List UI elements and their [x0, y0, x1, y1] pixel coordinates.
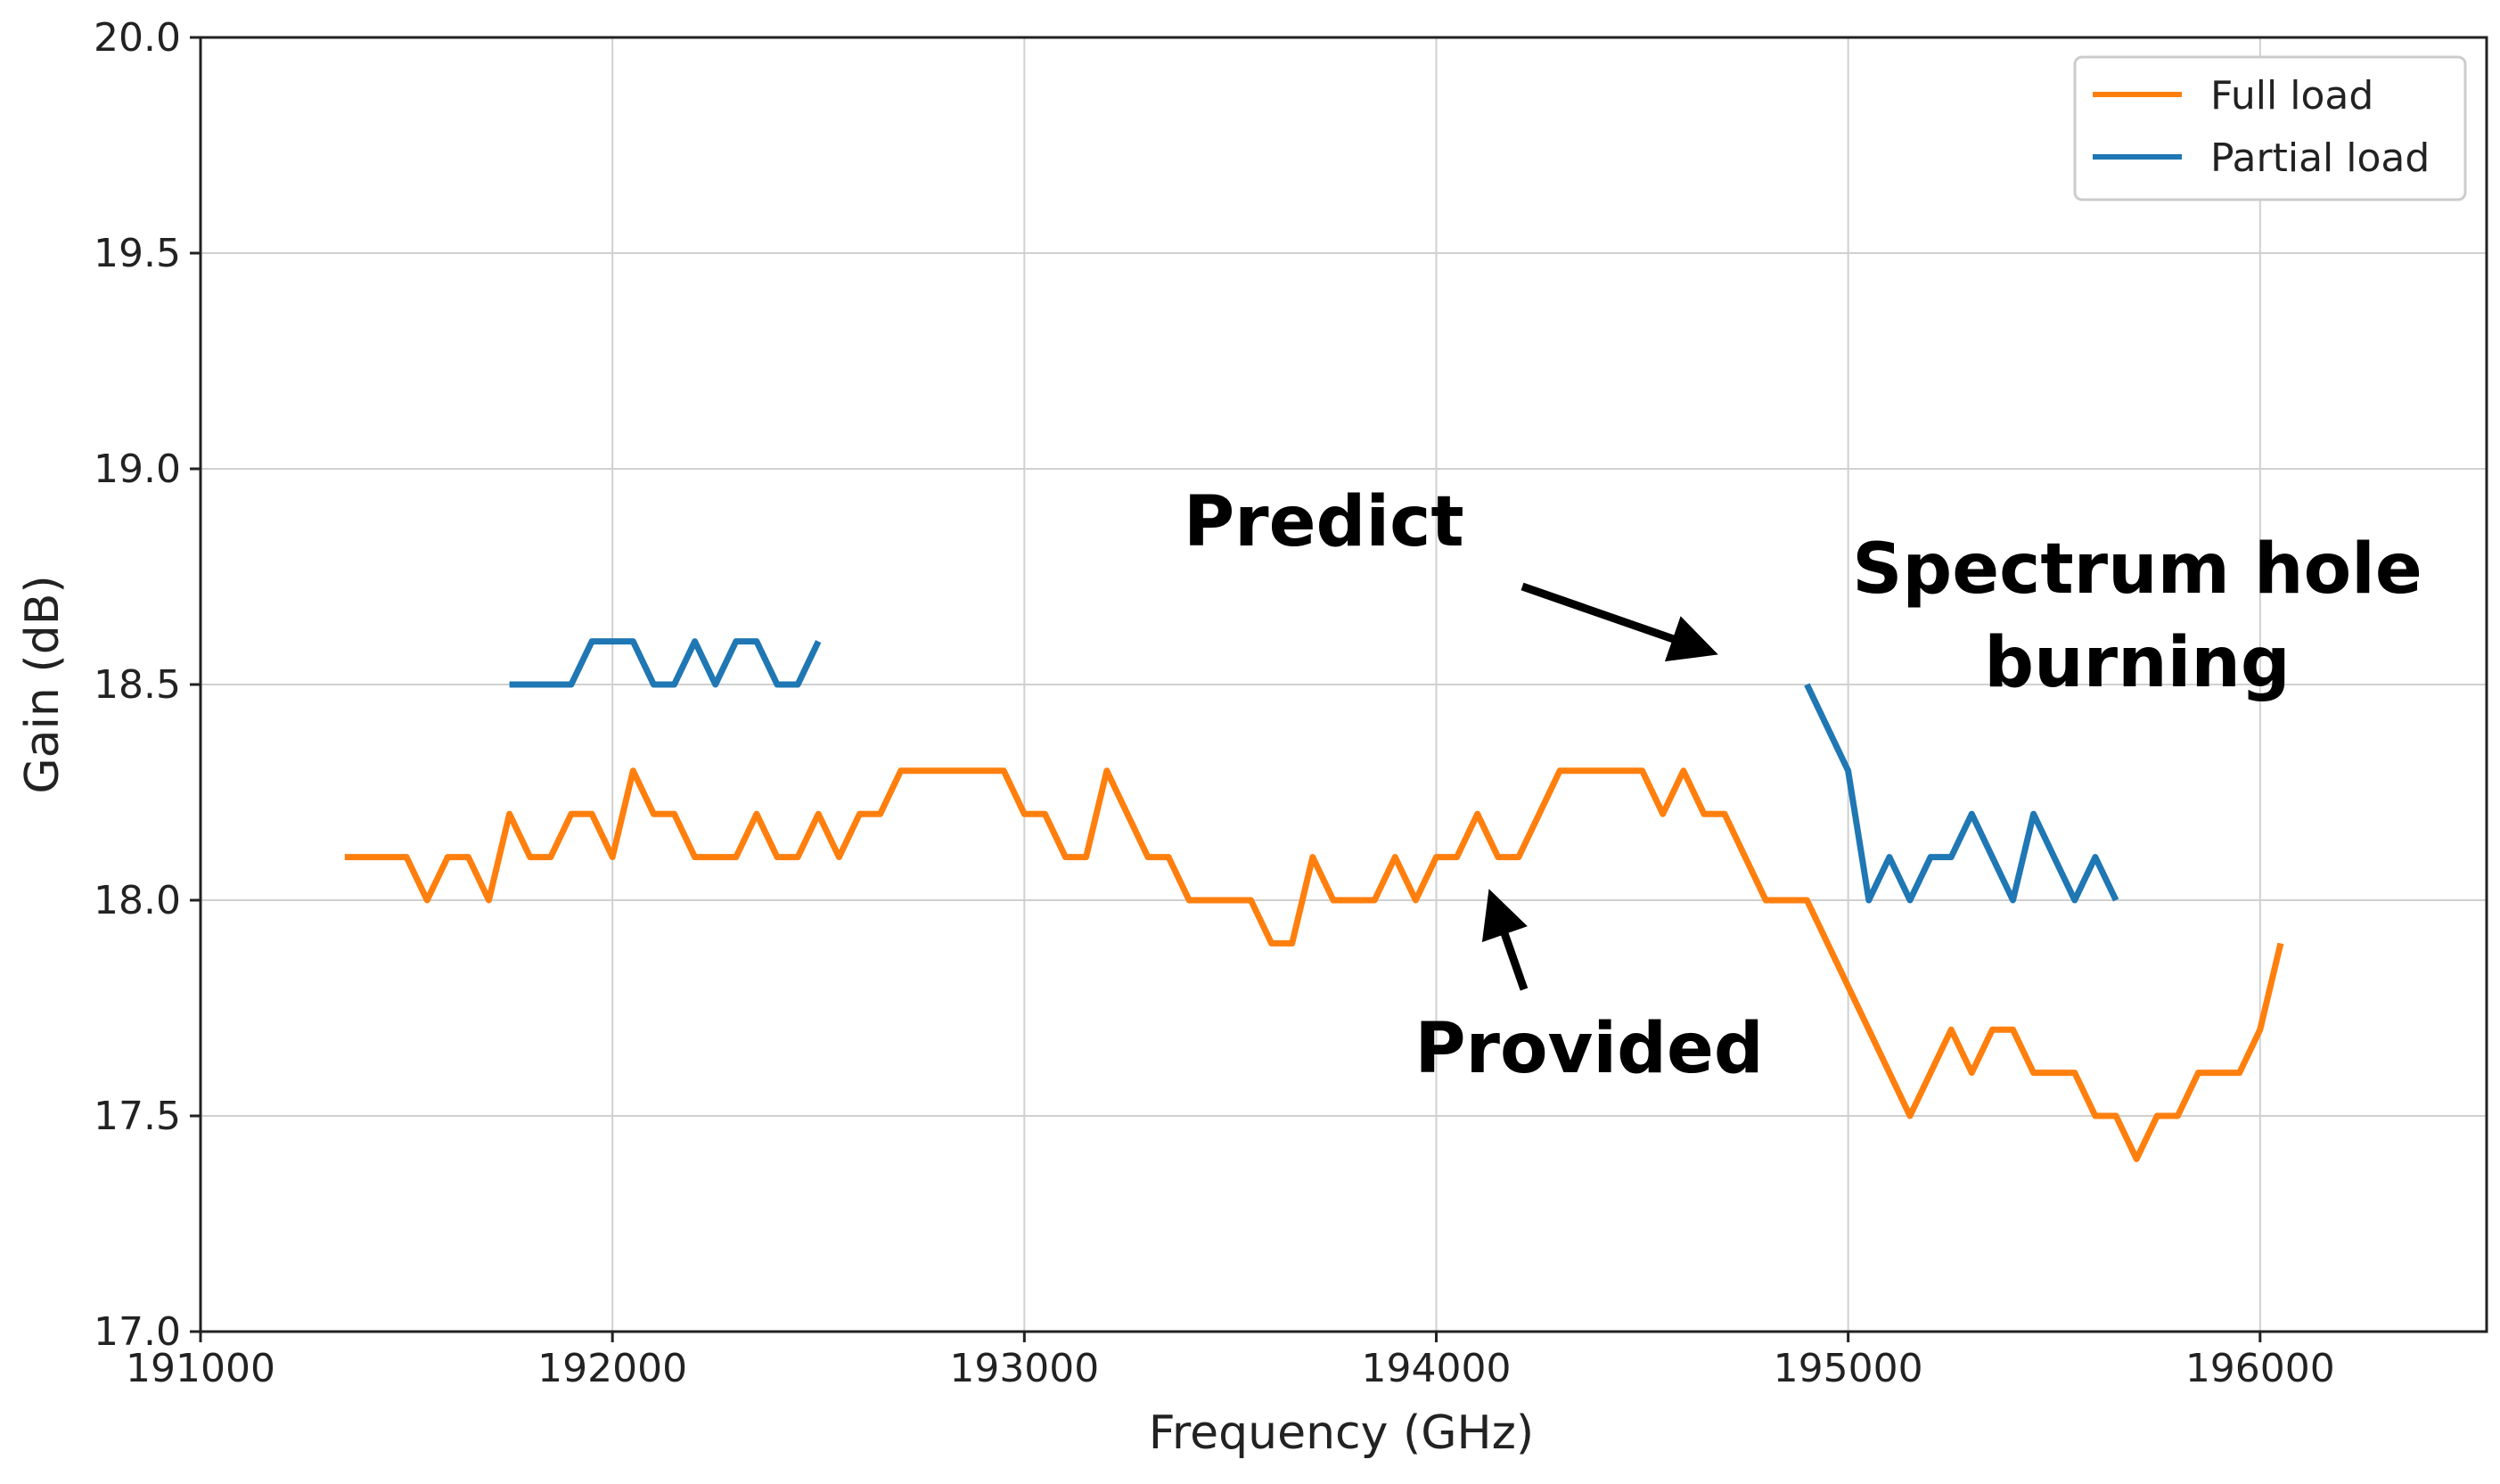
annotation-spectrum-hole: Spectrum hole	[1852, 529, 2422, 610]
legend-label-full-load: Full load	[2210, 73, 2373, 119]
y-tick-label: 17.5	[94, 1094, 181, 1139]
y-tick-label: 18.0	[94, 878, 181, 923]
x-tick-label: 194000	[1362, 1346, 1512, 1391]
annotations: Predict Spectrum hole burning Provided	[1184, 482, 2422, 1089]
series-line-partial-load	[1804, 683, 2119, 904]
series-line-full-load	[344, 767, 2284, 1162]
y-tick-label: 18.5	[94, 662, 181, 708]
y-tick-label: 17.0	[94, 1309, 181, 1355]
x-tick-label: 195000	[1774, 1346, 1923, 1391]
x-tick-label: 196000	[2185, 1346, 2335, 1391]
annotation-burning: burning	[1984, 623, 2290, 703]
series-line-partial-load	[509, 638, 822, 688]
x-tick-label: 192000	[537, 1346, 687, 1391]
x-axis-title: Frequency (GHz)	[1149, 1406, 1534, 1460]
series-lines	[344, 638, 2284, 1162]
y-tick-label: 20.0	[94, 15, 181, 61]
x-tick-label: 191000	[126, 1346, 275, 1391]
annotation-provided: Provided	[1414, 1009, 1763, 1089]
legend: Full load Partial load	[2073, 55, 2467, 201]
y-tick-label: 19.5	[94, 231, 181, 276]
axis-ticks: 191000 192000 193000 194000 195000 196000 17.0…	[94, 15, 2335, 1391]
annotation-provided-arrow	[1481, 889, 1529, 991]
annotation-predict: Predict	[1184, 482, 1464, 562]
y-axis-title: Gain (dB)	[16, 575, 70, 793]
annotation-predict-arrow	[1520, 582, 1718, 662]
y-tick-label: 19.0	[94, 447, 181, 492]
legend-label-partial-load: Partial load	[2210, 135, 2430, 181]
x-tick-label: 193000	[949, 1346, 1099, 1391]
